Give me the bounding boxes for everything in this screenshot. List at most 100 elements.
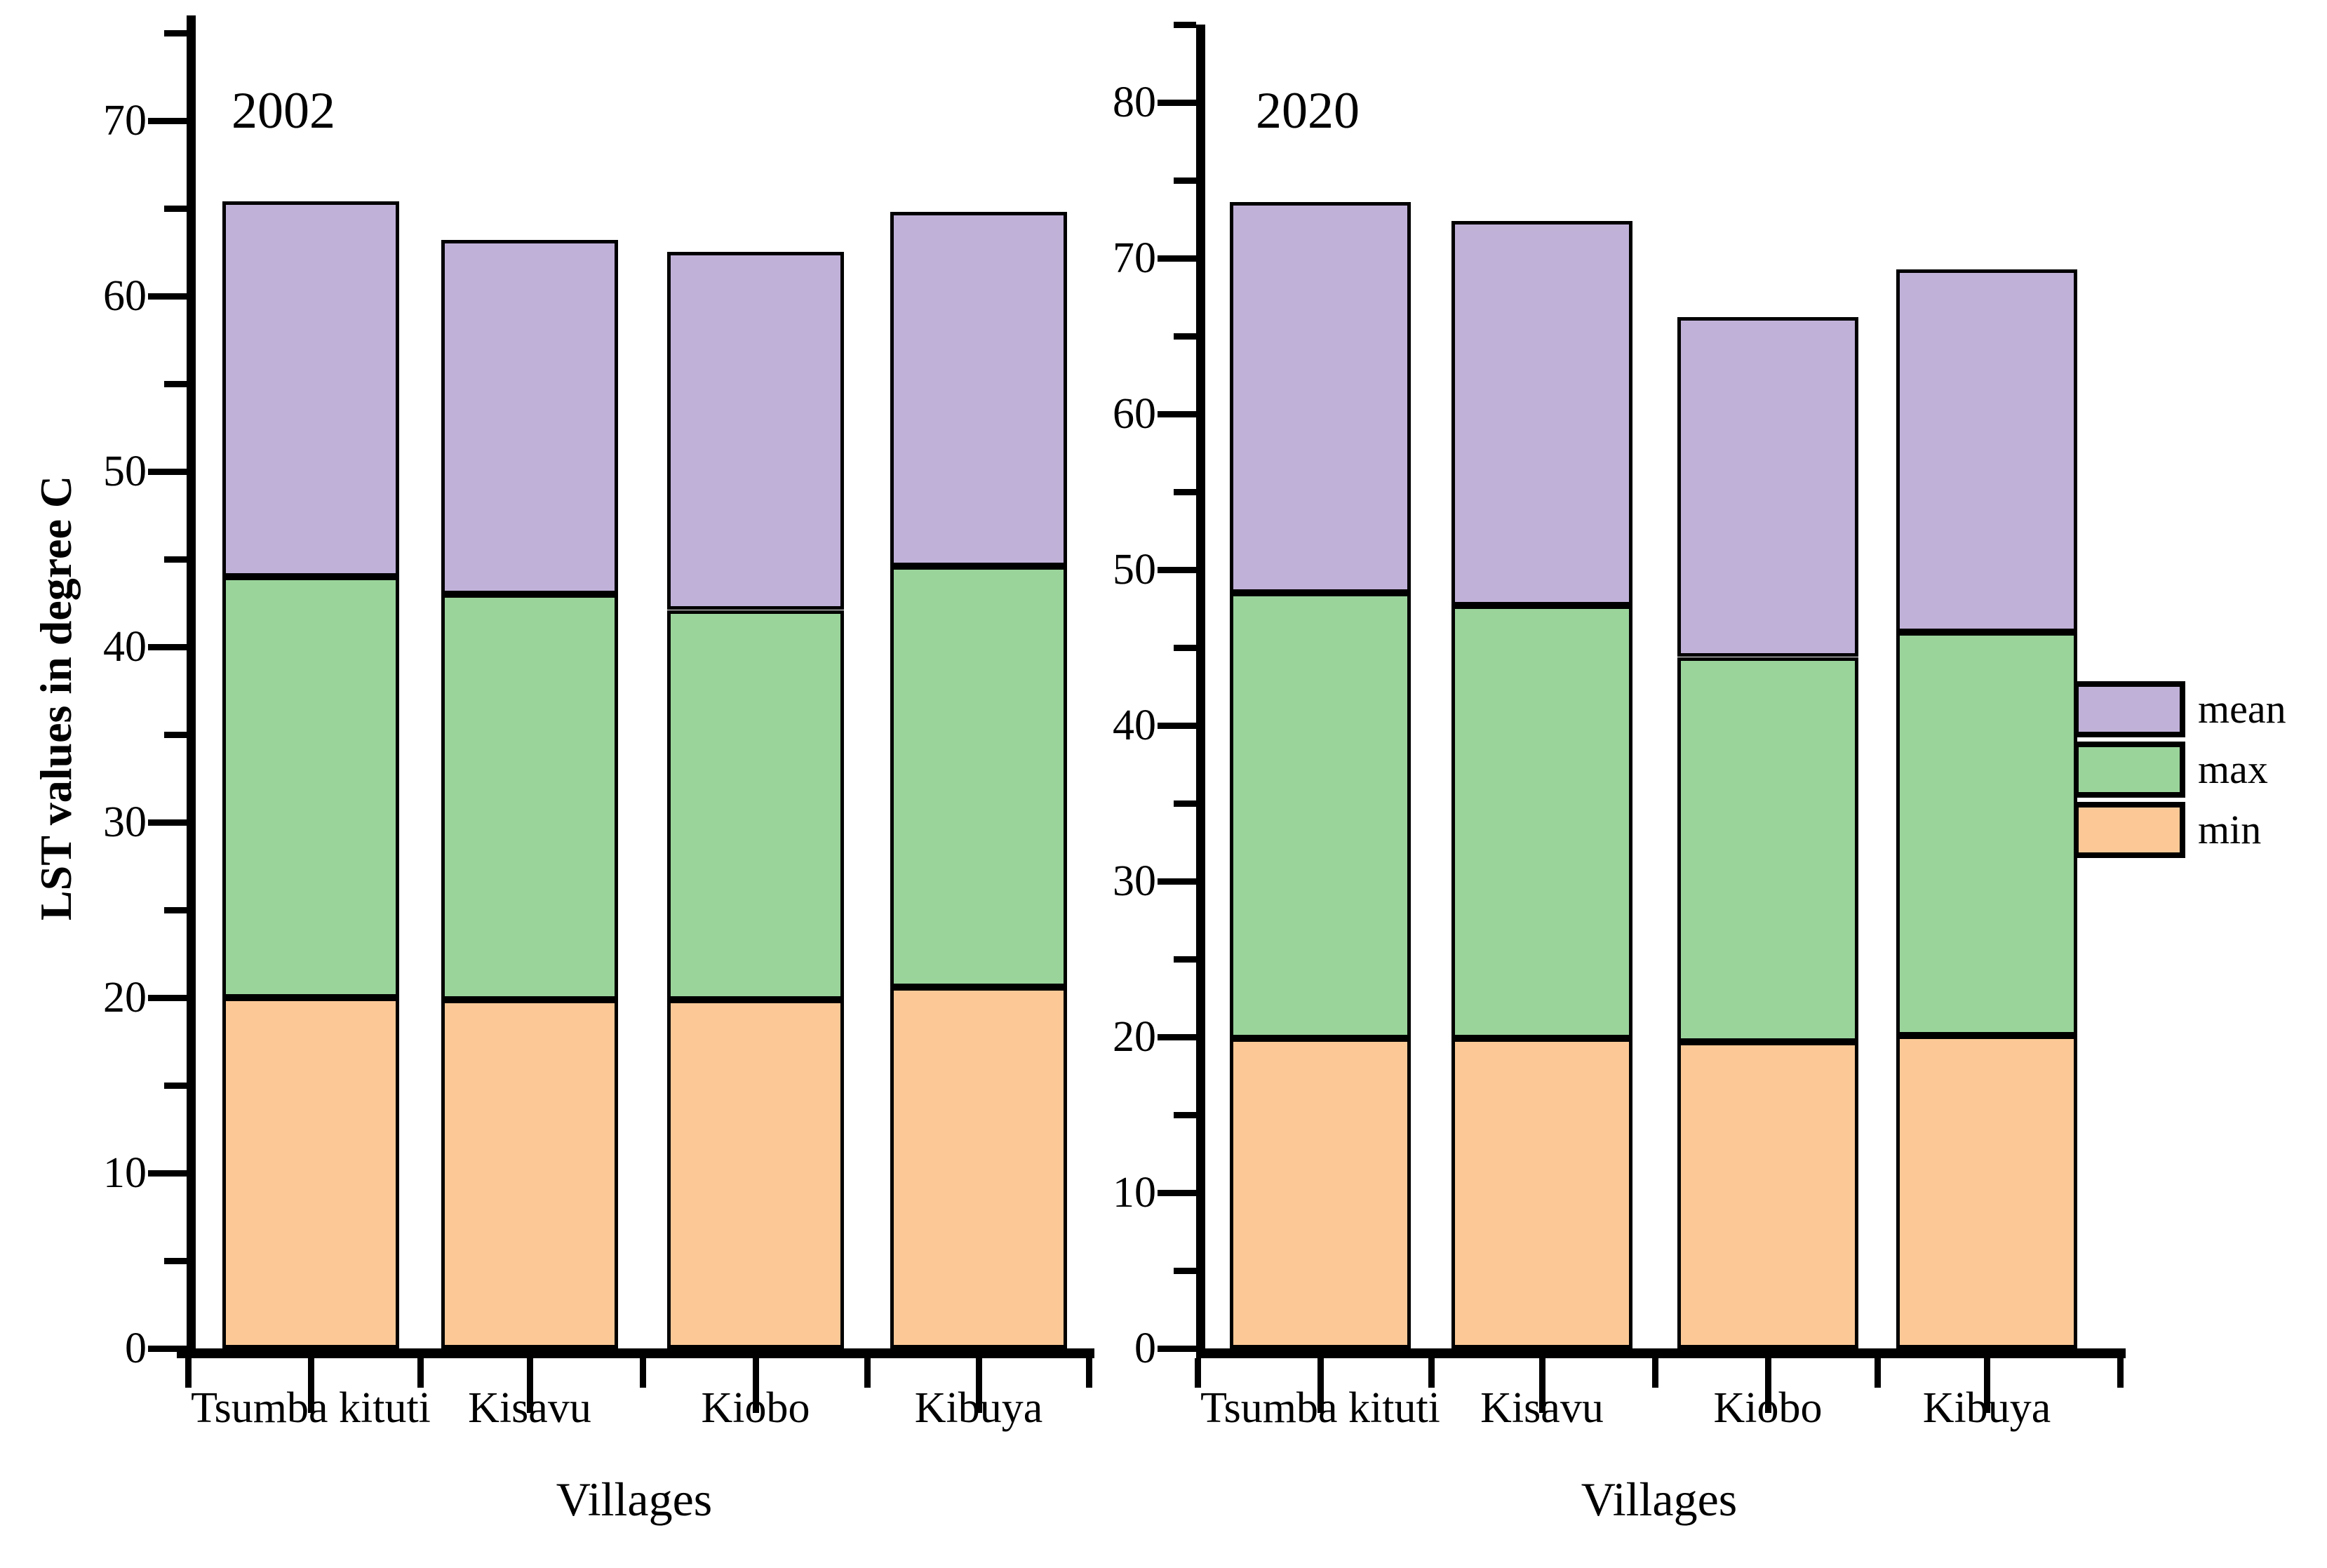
category-label: Kisavu	[468, 1384, 591, 1432]
y-tick-label: 20	[1113, 1013, 1156, 1061]
y-major-tick	[148, 1170, 187, 1177]
y-tick-label: 40	[1113, 702, 1156, 749]
y-minor-tick	[1174, 1268, 1196, 1274]
bar-segment-mean	[1677, 317, 1858, 657]
bar-segment-max	[441, 594, 618, 1000]
x-major-tick	[1984, 1358, 1990, 1413]
legend-item-max: max	[2073, 742, 2286, 798]
bar-segment-max	[1451, 605, 1632, 1038]
bar-segment-mean	[667, 252, 844, 610]
stacked-bar-kisavu	[1451, 221, 1632, 1348]
x-minor-tick	[1875, 1358, 1881, 1388]
y-minor-tick	[1174, 645, 1196, 651]
y-minor-tick	[164, 206, 187, 212]
stacked-bar-tsumba-kituti	[222, 201, 399, 1348]
category-label: Tsumba kituti	[1200, 1384, 1440, 1432]
y-tick-label: 50	[103, 448, 147, 495]
y-major-tick	[1158, 1190, 1196, 1196]
y-minor-tick	[1174, 22, 1196, 28]
bar-segment-max	[890, 566, 1067, 987]
x-minor-tick	[2117, 1358, 2124, 1388]
category-label: Kibuya	[914, 1384, 1043, 1432]
y-minor-tick	[164, 907, 187, 913]
legend-swatch-mean	[2073, 681, 2185, 737]
y-tick-label: 30	[103, 798, 147, 846]
y-tick-label: 0	[1134, 1325, 1156, 1372]
category-label: Kiobo	[701, 1384, 810, 1432]
y-tick-label: 0	[125, 1325, 147, 1372]
y-major-tick	[1158, 1034, 1196, 1040]
x-minor-tick	[640, 1358, 646, 1388]
y-axis-line	[187, 15, 196, 1358]
category-label: Kibuya	[1922, 1384, 2051, 1432]
y-tick-label: 80	[1113, 79, 1156, 126]
bar-segment-mean	[890, 212, 1067, 566]
y-major-tick	[148, 293, 187, 300]
y-major-tick	[1158, 723, 1196, 729]
legend-item-mean: mean	[2073, 681, 2286, 737]
stacked-bar-kiobo	[1677, 317, 1858, 1348]
y-major-tick	[148, 118, 187, 124]
y-tick-label: 20	[103, 974, 147, 1021]
bar-segment-mean	[1451, 221, 1632, 605]
bar-segment-min	[1896, 1036, 2077, 1348]
y-minor-tick	[164, 1258, 187, 1264]
y-minor-tick	[1174, 800, 1196, 807]
legend-item-min: min	[2073, 802, 2286, 858]
y-minor-tick	[164, 1083, 187, 1089]
y-minor-tick	[164, 381, 187, 387]
x-major-tick	[1317, 1358, 1324, 1413]
bar-segment-max	[1677, 657, 1858, 1042]
x-minor-tick	[1652, 1358, 1658, 1388]
category-label: Tsumba kituti	[191, 1384, 431, 1432]
stacked-bar-tsumba-kituti	[1230, 202, 1411, 1348]
x-major-tick	[527, 1358, 533, 1413]
x-axis-title-left: Villages	[556, 1473, 713, 1526]
legend-label: min	[2198, 807, 2262, 852]
x-major-tick	[753, 1358, 759, 1413]
bar-segment-max	[667, 610, 844, 1000]
y-minor-tick	[164, 30, 187, 36]
legend-label: max	[2198, 746, 2268, 792]
y-minor-tick	[1174, 1112, 1196, 1118]
bar-segment-mean	[1896, 269, 2077, 632]
y-major-tick	[148, 1346, 187, 1352]
y-tick-label: 30	[1113, 857, 1156, 905]
y-tick-label: 10	[103, 1149, 147, 1197]
bar-segment-min	[441, 1000, 618, 1348]
bar-segment-mean	[1230, 202, 1411, 593]
y-minor-tick	[1174, 177, 1196, 184]
y-minor-tick	[1174, 489, 1196, 495]
legend: mean max min	[2073, 681, 2286, 858]
stacked-bar-kibuya	[890, 212, 1067, 1348]
y-major-tick	[1158, 1346, 1196, 1352]
y-major-tick	[1158, 567, 1196, 573]
y-tick-label: 70	[103, 97, 147, 145]
y-major-tick	[148, 644, 187, 650]
bar-segment-min	[890, 987, 1067, 1348]
x-axis-title-right: Villages	[1581, 1473, 1738, 1526]
x-minor-tick	[185, 1358, 192, 1388]
y-major-tick	[1158, 411, 1196, 417]
y-major-tick	[148, 469, 187, 475]
bar-segment-max	[1896, 632, 2077, 1036]
stacked-bar-kiobo	[667, 252, 844, 1348]
y-minor-tick	[164, 732, 187, 738]
x-minor-tick	[1195, 1358, 1201, 1388]
bar-segment-min	[1230, 1038, 1411, 1348]
legend-swatch-max	[2073, 742, 2185, 798]
y-minor-tick	[1174, 333, 1196, 340]
y-tick-label: 70	[1113, 234, 1156, 282]
x-major-tick	[308, 1358, 314, 1413]
bar-segment-max	[1230, 593, 1411, 1038]
y-minor-tick	[1174, 956, 1196, 963]
bar-segment-mean	[222, 201, 399, 577]
bar-segment-mean	[441, 240, 618, 594]
y-major-tick	[1158, 100, 1196, 106]
y-tick-label: 50	[1113, 546, 1156, 594]
y-minor-tick	[164, 556, 187, 563]
y-tick-label: 60	[103, 272, 147, 320]
x-major-tick	[1539, 1358, 1545, 1413]
y-tick-label: 60	[1113, 390, 1156, 438]
bar-segment-min	[667, 1000, 844, 1348]
